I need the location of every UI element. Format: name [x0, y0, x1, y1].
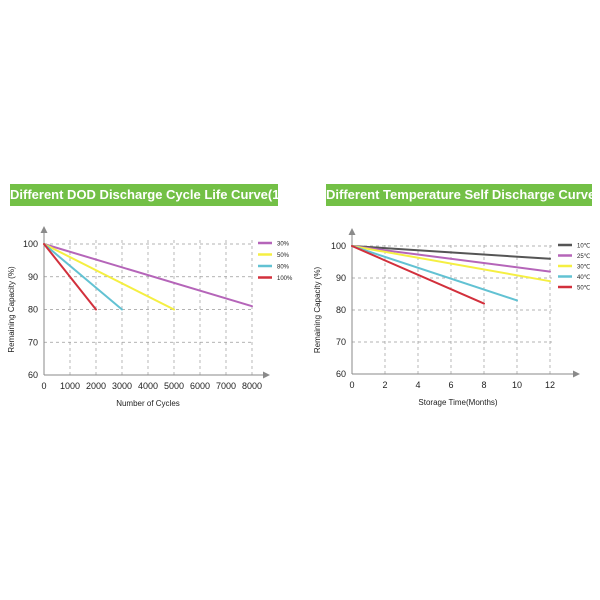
series-line — [351, 245, 551, 273]
series-line — [43, 243, 253, 308]
x-tick-label: 0 — [349, 380, 354, 390]
x-axis-title: Storage Time(Months) — [418, 398, 497, 407]
legend-label: 30% — [277, 242, 290, 248]
chart-title-banner-temperature: Different Temperature Self Discharge Cur… — [326, 184, 595, 206]
x-tick-label: 1000 — [60, 381, 80, 391]
y-tick-label: 70 — [336, 337, 346, 347]
legend-label: 40℃ — [577, 274, 591, 281]
x-axis-title: Number of Cycles — [116, 399, 180, 408]
series-line — [43, 243, 175, 311]
x-tick-label: 4000 — [138, 381, 158, 391]
legend-label: 25℃ — [577, 253, 591, 260]
y-tick-label: 60 — [336, 369, 346, 379]
y-tick-label: 80 — [336, 305, 346, 315]
x-axis-arrow-icon — [263, 371, 270, 379]
x-tick-label: 2 — [382, 380, 387, 390]
x-tick-label: 8000 — [242, 381, 262, 391]
legend-label: 100% — [277, 276, 293, 282]
x-tick-label: 8 — [481, 380, 486, 390]
x-tick-label: 12 — [545, 380, 555, 390]
x-tick-label: 5000 — [164, 381, 184, 391]
x-tick-label: 0 — [41, 381, 46, 391]
legend-label: 80% — [277, 265, 290, 271]
y-axis-title: Remaining Capacity (%) — [7, 266, 16, 353]
y-tick-label: 100 — [331, 241, 346, 251]
x-tick-label: 6 — [448, 380, 453, 390]
x-tick-label: 2000 — [86, 381, 106, 391]
series-line — [43, 243, 123, 311]
legend-label: 50℃ — [577, 285, 591, 292]
legend-label: 10℃ — [577, 243, 591, 250]
legend-label: 50% — [277, 253, 290, 259]
y-axis-arrow-icon — [348, 228, 356, 235]
y-axis-title: Remaining Capacity (%) — [313, 267, 322, 354]
y-tick-label: 70 — [28, 337, 38, 347]
series-line — [351, 245, 485, 305]
series-line — [351, 245, 518, 302]
y-tick-label: 60 — [28, 370, 38, 380]
series-line — [43, 243, 97, 311]
x-tick-label: 10 — [512, 380, 522, 390]
y-tick-label: 90 — [28, 272, 38, 282]
x-tick-label: 3000 — [112, 381, 132, 391]
x-axis-arrow-icon — [573, 370, 580, 378]
series-line — [351, 245, 551, 260]
x-tick-label: 7000 — [216, 381, 236, 391]
legend-label: 30℃ — [577, 264, 591, 271]
y-tick-label: 80 — [28, 305, 38, 315]
x-tick-label: 4 — [415, 380, 420, 390]
y-tick-label: 90 — [336, 273, 346, 283]
y-axis-arrow-icon — [40, 226, 48, 233]
x-tick-label: 6000 — [190, 381, 210, 391]
series-line — [351, 245, 551, 283]
chart-title-banner-dod: Different DOD Discharge Cycle Life Curve… — [10, 184, 293, 206]
y-tick-label: 100 — [23, 239, 38, 249]
